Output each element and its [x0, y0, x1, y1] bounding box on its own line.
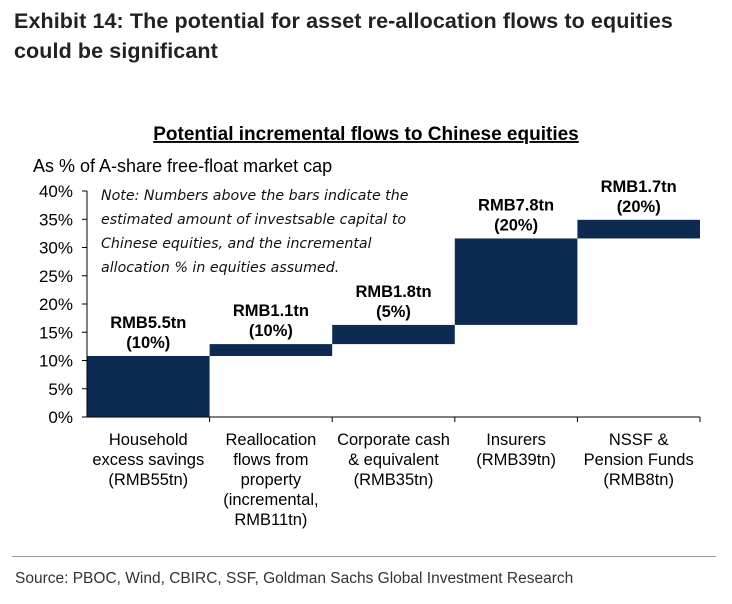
category-label: property: [241, 471, 302, 489]
bar-labels-group: RMB5.5tn (10%) RMB1.1tn (10%) RMB1.8tn (5%) RM…: [110, 178, 676, 352]
bar-data-label: RMB1.7tn: [601, 178, 677, 196]
y-tick-label: 40%: [39, 182, 73, 201]
category-label: RMB11tn): [234, 511, 307, 529]
note-line: Note: Numbers above the bars indicate th…: [101, 188, 409, 204]
category-label: (RMB39tn): [476, 451, 556, 469]
bars-group: [87, 219, 700, 417]
y-tick-label: 15%: [39, 323, 73, 342]
y-tick-label: 0%: [48, 408, 73, 427]
category-label: Pension Funds: [584, 451, 694, 469]
bar-data-label: RMB5.5tn: [110, 314, 186, 332]
y-tick-label: 35%: [39, 210, 73, 229]
category-label: Corporate cash: [337, 431, 450, 449]
chart-title: Potential incremental flows to Chinese e…: [153, 124, 578, 145]
bar: [332, 324, 455, 345]
exhibit-title-line-1: Exhibit 14: The potential for asset re-a…: [14, 9, 673, 33]
exhibit-title-line-2: could be significant: [14, 39, 218, 63]
note-line: estimated amount of investsable capital …: [101, 212, 407, 228]
waterfall-chart: Potential incremental flows to Chinese e…: [33, 124, 701, 529]
y-axis-ticks: 0% 5% 10% 15% 20% 25% 30% 35% 40%: [39, 182, 87, 427]
bar: [209, 344, 333, 356]
bar: [454, 238, 578, 325]
y-tick-label: 5%: [48, 380, 73, 399]
bar: [577, 219, 700, 239]
bar-data-label: (10%): [249, 322, 293, 340]
exhibit-title: Exhibit 14: The potential for asset re-a…: [14, 6, 714, 66]
source-divider: [12, 556, 716, 557]
category-label: Reallocation: [225, 431, 316, 449]
category-label: Insurers: [486, 431, 546, 449]
y-tick-label: 20%: [39, 295, 73, 314]
category-label: Household: [109, 431, 188, 449]
category-label: (RMB35tn): [354, 471, 434, 489]
category-label: excess savings: [92, 451, 204, 469]
note-line: allocation % in equities assumed.: [101, 260, 340, 276]
y-tick-label: 25%: [39, 267, 73, 286]
y-tick-label: 30%: [39, 239, 73, 258]
bar-data-label: (10%): [126, 334, 170, 352]
y-tick-label: 10%: [39, 352, 73, 371]
note-line: Chinese equities, and the incremental: [101, 236, 372, 252]
bar-data-label: (20%): [494, 216, 538, 234]
category-label: NSSF &: [609, 431, 669, 449]
x-axis-labels: Household excess savings (RMB55tn) Realloca…: [92, 417, 701, 529]
category-label: (RMB8tn): [603, 471, 674, 489]
bar: [87, 355, 210, 417]
bar-data-label: (20%): [617, 198, 661, 216]
bar-data-label: RMB1.1tn: [233, 302, 309, 320]
y-axis-label: As % of A-share free-float market cap: [33, 156, 332, 176]
source-note: Source: PBOC, Wind, CBIRC, SSF, Goldman …: [15, 570, 574, 587]
bar-data-label: (5%): [376, 303, 411, 321]
bar-data-label: RMB7.8tn: [478, 196, 554, 214]
chart-note: Note: Numbers above the bars indicate th…: [101, 184, 461, 280]
category-label: flows from: [233, 451, 308, 469]
bar-data-label: RMB1.8tn: [355, 283, 431, 301]
category-label: (incremental,: [223, 491, 318, 509]
category-label: (RMB55tn): [108, 471, 188, 489]
category-label: & equivalent: [348, 451, 439, 469]
